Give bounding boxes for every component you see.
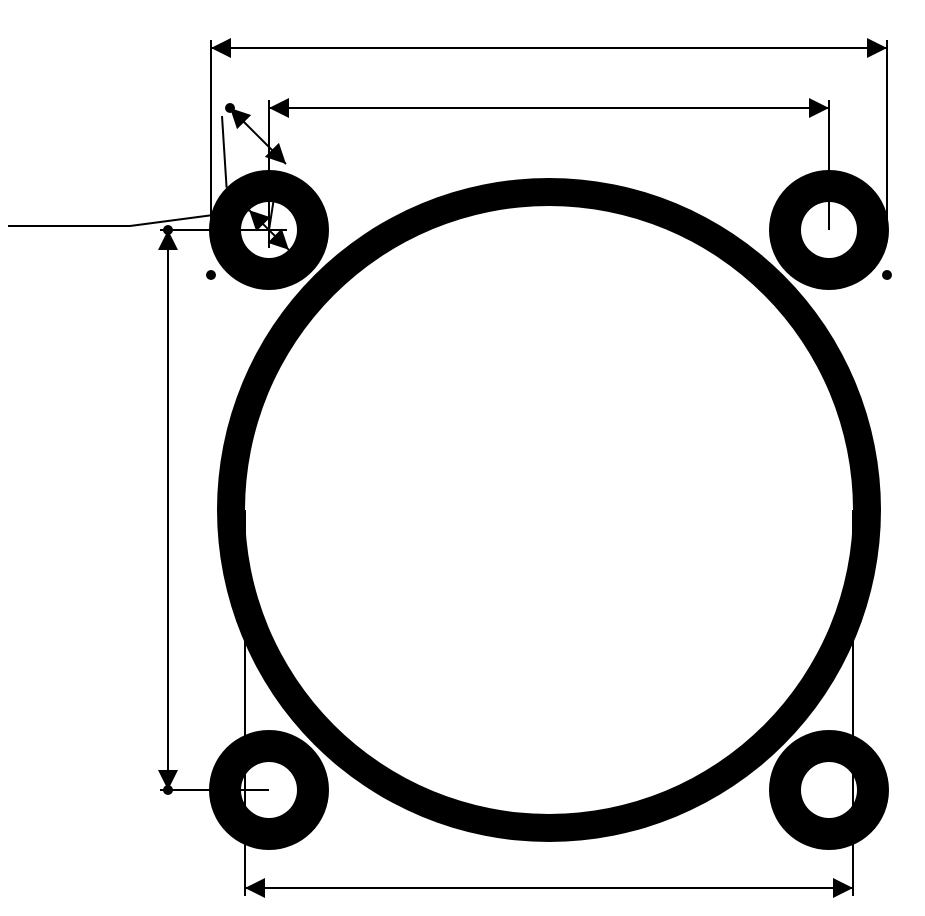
gasket-part: [209, 170, 889, 850]
outer-ring: [217, 178, 881, 842]
dimension-labels: [0, 0, 140, 540]
mounting-lug-br: [769, 730, 889, 850]
